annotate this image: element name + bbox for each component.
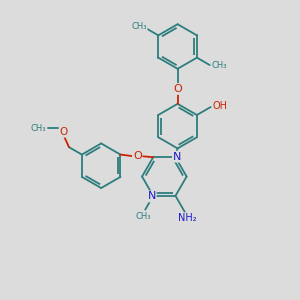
Text: NH₂: NH₂ bbox=[178, 213, 197, 223]
Text: OH: OH bbox=[213, 101, 228, 111]
Text: O: O bbox=[173, 84, 182, 94]
Text: CH₃: CH₃ bbox=[131, 22, 147, 32]
Text: N: N bbox=[173, 152, 181, 162]
Text: O: O bbox=[60, 127, 68, 137]
Text: CH₃: CH₃ bbox=[135, 212, 151, 220]
Text: CH₃: CH₃ bbox=[31, 124, 46, 133]
Text: N: N bbox=[147, 191, 156, 201]
Text: O: O bbox=[133, 151, 142, 161]
Text: CH₃: CH₃ bbox=[212, 61, 227, 70]
